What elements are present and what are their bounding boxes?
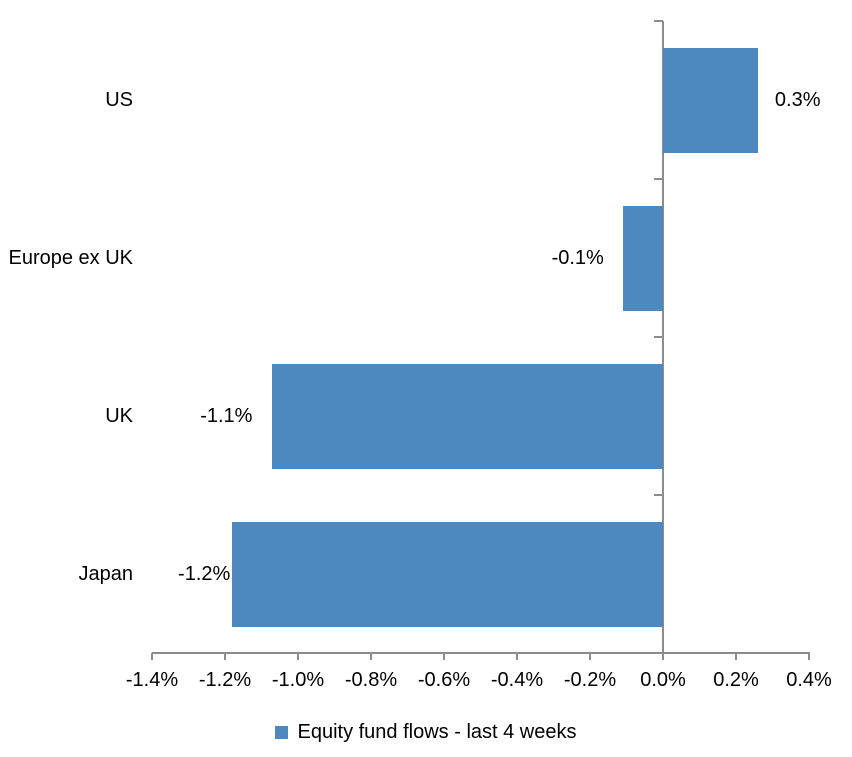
x-axis-tick-label: -1.4% [125, 669, 179, 691]
x-axis-tick-label: -1.2% [198, 669, 252, 691]
x-axis-tick-label: -0.2% [563, 669, 617, 691]
legend-series-swatch-icon [275, 725, 289, 739]
legend-series-label: Equity fund flows - last 4 weeks [297, 721, 577, 743]
value-axis-tick [654, 20, 663, 22]
value-axis-tick [654, 494, 663, 496]
x-axis-tick-label: 0.2% [713, 669, 759, 691]
data-label: -1.2% [178, 563, 231, 585]
bar-us [663, 47, 758, 153]
data-label: -0.1% [551, 247, 604, 269]
x-axis-tick [735, 653, 737, 660]
category-label: UK [105, 405, 133, 427]
bar-uk [272, 363, 663, 469]
x-axis-tick [370, 653, 372, 660]
x-axis-tick [808, 653, 810, 660]
category-label: US [105, 89, 133, 111]
x-axis-tick [516, 653, 518, 660]
x-axis-tick-label: 0.0% [640, 669, 686, 691]
x-axis-tick-label: -0.6% [417, 669, 471, 691]
x-axis-tick [297, 653, 299, 660]
x-axis-tick-label: -1.0% [271, 669, 325, 691]
x-axis-tick [662, 653, 664, 660]
category-label: Europe ex UK [8, 247, 133, 269]
bar-europe-ex-uk [622, 205, 663, 311]
value-axis-line [662, 21, 664, 653]
x-axis-tick-label: -0.8% [344, 669, 398, 691]
x-axis-tick [224, 653, 226, 660]
value-axis-tick [654, 178, 663, 180]
value-axis-tick [654, 336, 663, 338]
x-axis-tick [151, 653, 153, 660]
legend: Equity fund flows - last 4 weeks [0, 719, 852, 745]
x-axis-tick [443, 653, 445, 660]
category-label: Japan [78, 563, 134, 585]
x-axis-tick-label: 0.4% [786, 669, 832, 691]
bar-japan [232, 521, 663, 627]
category-axis-line [152, 652, 810, 654]
x-axis-tick-label: -0.4% [490, 669, 544, 691]
x-axis-tick [589, 653, 591, 660]
data-label: 0.3% [774, 89, 821, 111]
value-axis-tick [654, 652, 663, 654]
data-label: -1.1% [200, 405, 253, 427]
